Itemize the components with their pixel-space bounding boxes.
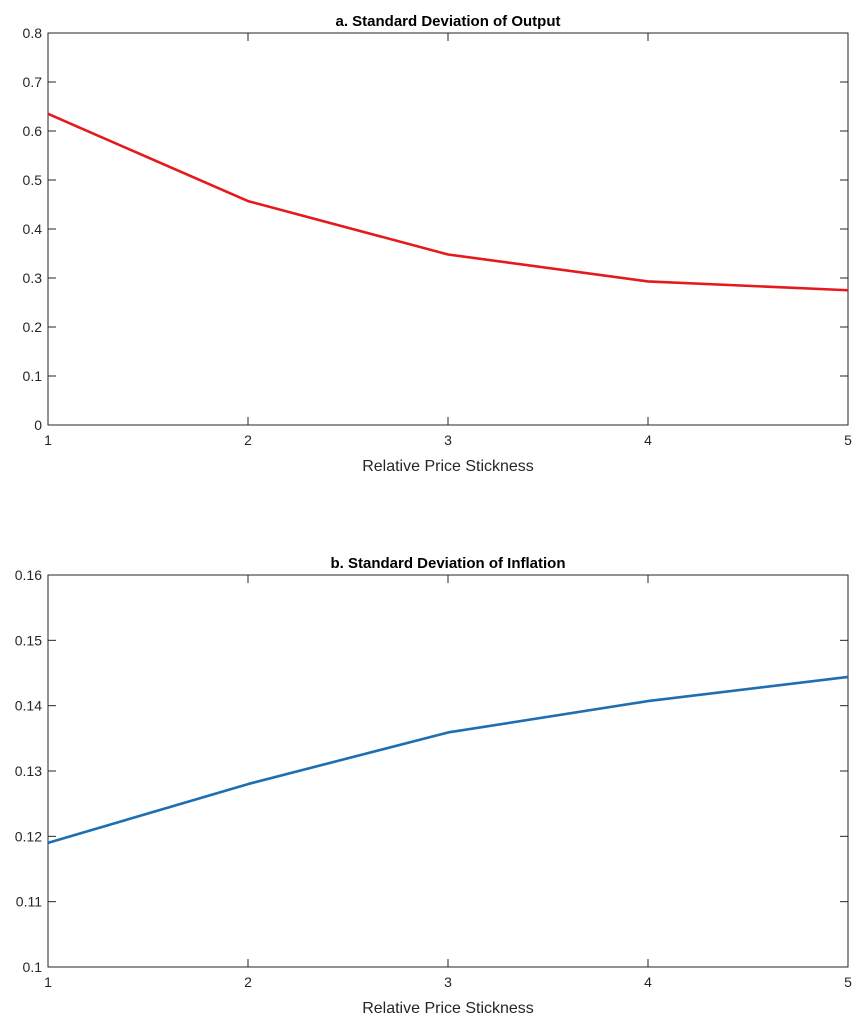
x-tick-label: 3	[444, 974, 452, 990]
x-tick-label: 4	[644, 432, 652, 448]
y-tick-label: 0.1	[23, 959, 43, 975]
y-tick-label: 0.15	[15, 632, 42, 648]
y-tick-label: 0.2	[23, 319, 43, 335]
x-tick-label: 5	[844, 432, 852, 448]
y-tick-label: 0.8	[23, 25, 43, 41]
chart-title: a. Standard Deviation of Output	[335, 13, 560, 30]
y-tick-label: 0.1	[23, 368, 43, 384]
y-tick-label: 0.11	[16, 894, 42, 910]
x-tick-label: 1	[44, 432, 52, 448]
y-tick-label: 0.7	[23, 74, 43, 90]
series-line	[47, 112, 849, 292]
plot-area-box	[47, 574, 849, 968]
x-tick-label: 1	[44, 974, 52, 990]
x-axis-label: Relative Price Stickness	[362, 458, 534, 475]
panel-a-output-std: 1 2 3 4 5 0 0.1 0.2 0.3 0.4 0.5 0.6 0.7 0.8 a. Standar…	[23, 13, 853, 475]
y-tick-label: 0.3	[23, 270, 43, 286]
x-tick-label: 4	[644, 974, 652, 990]
x-tick-label: 2	[244, 432, 252, 448]
y-tick-label: 0.14	[15, 698, 42, 714]
y-tick-label: 0.16	[15, 567, 42, 583]
x-axis-label: Relative Price Stickness	[362, 1000, 534, 1017]
x-tick-label: 5	[844, 974, 852, 990]
series-line	[47, 675, 849, 845]
x-tick-label: 3	[444, 432, 452, 448]
y-tick-label: 0.5	[23, 172, 43, 188]
panel-b-inflation-std: 1 2 3 4 5 0.1 0.11 0.12 0.13 0.14 0.15 0.16 b. Stand…	[15, 555, 852, 1017]
plot-area-box	[47, 32, 849, 426]
x-tick-label: 2	[244, 974, 252, 990]
y-tick-label: 0.13	[15, 763, 42, 779]
chart-title: b. Standard Deviation of Inflation	[330, 555, 565, 572]
y-tick-label: 0	[34, 417, 42, 433]
y-tick-label: 0.4	[23, 221, 43, 237]
y-tick-label: 0.6	[23, 123, 43, 139]
y-tick-label: 0.12	[15, 828, 42, 844]
